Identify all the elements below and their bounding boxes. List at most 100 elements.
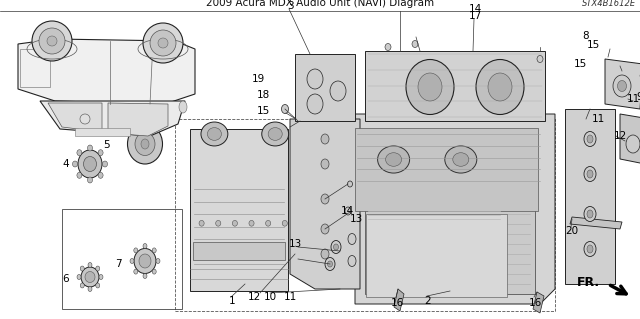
- Ellipse shape: [32, 21, 72, 61]
- Text: 6: 6: [63, 274, 69, 284]
- Ellipse shape: [88, 145, 93, 151]
- Ellipse shape: [156, 258, 160, 263]
- Ellipse shape: [412, 41, 418, 48]
- Ellipse shape: [331, 241, 341, 254]
- Ellipse shape: [321, 249, 329, 259]
- Ellipse shape: [135, 132, 155, 155]
- Text: 5: 5: [104, 140, 110, 150]
- Polygon shape: [365, 51, 545, 121]
- Ellipse shape: [406, 60, 454, 115]
- Polygon shape: [295, 54, 355, 121]
- Text: 4: 4: [63, 159, 69, 169]
- Ellipse shape: [80, 283, 84, 288]
- Polygon shape: [620, 114, 640, 164]
- Ellipse shape: [150, 30, 176, 56]
- Ellipse shape: [249, 220, 254, 226]
- Ellipse shape: [78, 150, 102, 178]
- Ellipse shape: [96, 266, 100, 271]
- Ellipse shape: [321, 159, 329, 169]
- Ellipse shape: [96, 283, 100, 288]
- Ellipse shape: [348, 256, 356, 266]
- Ellipse shape: [201, 122, 228, 146]
- Ellipse shape: [321, 194, 329, 204]
- Ellipse shape: [98, 172, 103, 178]
- Ellipse shape: [130, 258, 134, 263]
- Ellipse shape: [80, 266, 84, 271]
- Ellipse shape: [378, 146, 410, 173]
- Ellipse shape: [345, 207, 351, 215]
- Ellipse shape: [72, 161, 77, 167]
- Polygon shape: [18, 39, 195, 104]
- Text: 2: 2: [425, 296, 431, 306]
- Ellipse shape: [333, 244, 339, 250]
- Ellipse shape: [152, 248, 156, 253]
- Ellipse shape: [282, 220, 287, 226]
- Polygon shape: [533, 292, 544, 313]
- Ellipse shape: [88, 286, 92, 292]
- Ellipse shape: [143, 273, 147, 278]
- Text: 14: 14: [340, 206, 354, 216]
- Ellipse shape: [152, 269, 156, 274]
- Ellipse shape: [330, 81, 346, 101]
- Bar: [366, 214, 507, 297]
- Ellipse shape: [626, 135, 640, 153]
- Text: 1: 1: [228, 296, 236, 306]
- Ellipse shape: [584, 241, 596, 256]
- Ellipse shape: [85, 271, 95, 283]
- Ellipse shape: [584, 206, 596, 221]
- Ellipse shape: [88, 177, 93, 183]
- Ellipse shape: [266, 220, 271, 226]
- Ellipse shape: [348, 181, 353, 187]
- Ellipse shape: [143, 23, 183, 63]
- Ellipse shape: [199, 220, 204, 226]
- Polygon shape: [570, 217, 622, 229]
- Ellipse shape: [282, 105, 289, 114]
- Text: 16: 16: [529, 298, 541, 308]
- Text: 7: 7: [115, 259, 122, 269]
- Ellipse shape: [39, 28, 65, 54]
- Ellipse shape: [325, 257, 335, 271]
- Ellipse shape: [418, 73, 442, 101]
- Ellipse shape: [307, 94, 323, 114]
- Polygon shape: [40, 101, 185, 136]
- Ellipse shape: [537, 56, 543, 63]
- Ellipse shape: [613, 75, 631, 97]
- Polygon shape: [394, 289, 404, 311]
- Ellipse shape: [587, 210, 593, 218]
- Ellipse shape: [143, 243, 147, 249]
- Ellipse shape: [584, 167, 596, 182]
- Bar: [355, 128, 538, 211]
- Ellipse shape: [102, 161, 108, 167]
- Text: 13: 13: [349, 214, 363, 224]
- Bar: [193, 242, 285, 260]
- Text: 14: 14: [468, 4, 482, 14]
- Bar: [62, 209, 182, 309]
- Text: 12: 12: [613, 131, 627, 141]
- Text: 15: 15: [586, 40, 600, 50]
- Ellipse shape: [587, 170, 593, 178]
- Ellipse shape: [453, 153, 468, 166]
- Ellipse shape: [83, 157, 97, 172]
- Text: 16: 16: [390, 298, 404, 308]
- Ellipse shape: [99, 275, 103, 279]
- Text: 2009 Acura MDX Audio Unit (NAVI) Diagram: 2009 Acura MDX Audio Unit (NAVI) Diagram: [206, 0, 434, 8]
- Ellipse shape: [587, 135, 593, 143]
- Ellipse shape: [47, 36, 57, 46]
- Polygon shape: [190, 129, 288, 291]
- Polygon shape: [48, 103, 102, 132]
- Polygon shape: [290, 119, 360, 289]
- Ellipse shape: [216, 220, 221, 226]
- Ellipse shape: [77, 172, 82, 178]
- Text: 18: 18: [257, 90, 269, 100]
- Text: 12: 12: [248, 292, 260, 302]
- Polygon shape: [108, 103, 168, 136]
- Ellipse shape: [385, 153, 402, 166]
- Text: 13: 13: [289, 239, 301, 249]
- Bar: [20, 49, 50, 87]
- Polygon shape: [565, 109, 615, 284]
- Ellipse shape: [268, 128, 282, 140]
- Ellipse shape: [584, 131, 596, 146]
- Text: 20: 20: [565, 226, 579, 236]
- Ellipse shape: [77, 150, 82, 156]
- Text: 11: 11: [591, 114, 605, 124]
